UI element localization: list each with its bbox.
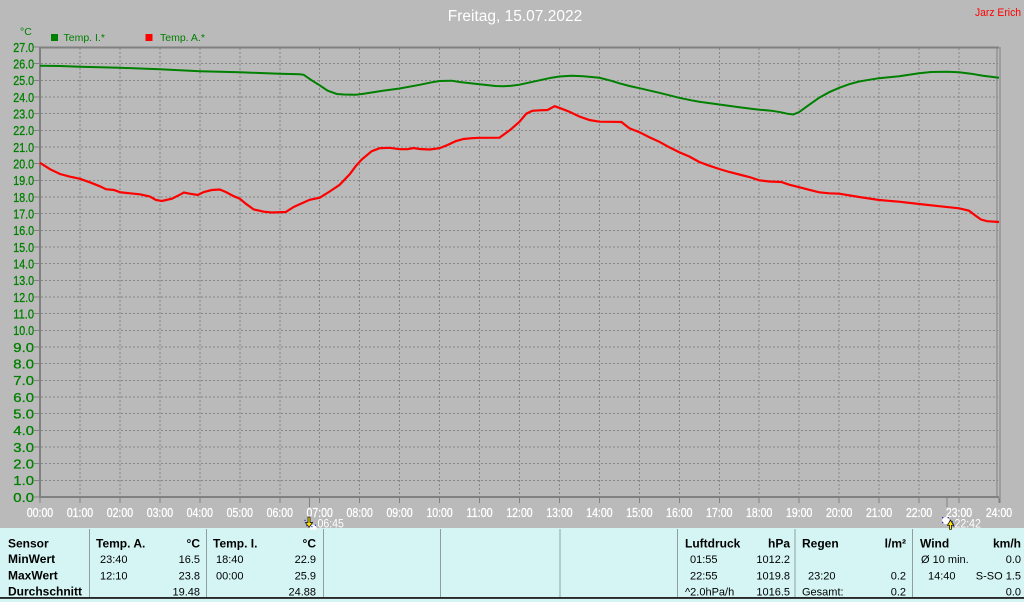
svg-text:°C: °C — [303, 537, 317, 551]
svg-text:13.0: 13.0 — [13, 273, 34, 288]
svg-text:14:40: 14:40 — [928, 571, 956, 583]
svg-text:22.0: 22.0 — [13, 123, 34, 138]
svg-text:12:10: 12:10 — [100, 571, 128, 583]
svg-text:Wind: Wind — [920, 537, 949, 551]
svg-text:14.0: 14.0 — [13, 257, 34, 272]
svg-text:00:00: 00:00 — [216, 571, 244, 583]
svg-text:23:40: 23:40 — [100, 554, 128, 566]
svg-text:1012.2: 1012.2 — [756, 554, 790, 566]
svg-text:MaxWert: MaxWert — [8, 569, 58, 583]
svg-text:7.0: 7.0 — [13, 373, 34, 388]
svg-text:26.0: 26.0 — [13, 57, 34, 72]
svg-text:10:00: 10:00 — [426, 505, 452, 520]
svg-text:S-SO 1.5: S-SO 1.5 — [976, 571, 1021, 583]
svg-text:0.2: 0.2 — [891, 587, 906, 599]
svg-text:25.9: 25.9 — [295, 571, 316, 583]
svg-text:0.0: 0.0 — [13, 490, 34, 505]
svg-text:05:00: 05:00 — [227, 505, 253, 520]
svg-text:16.0: 16.0 — [13, 223, 34, 238]
svg-text:4.0: 4.0 — [13, 423, 34, 438]
svg-text:23:00: 23:00 — [946, 505, 972, 520]
svg-text:Temp. I.: Temp. I. — [213, 537, 257, 551]
svg-text:23.8: 23.8 — [179, 571, 200, 583]
svg-text:22:42: 22:42 — [955, 517, 982, 531]
svg-text:19.48: 19.48 — [172, 587, 200, 599]
svg-text:18:00: 18:00 — [746, 505, 772, 520]
svg-text:21.0: 21.0 — [13, 140, 34, 155]
svg-text:25.0: 25.0 — [13, 73, 34, 88]
svg-text:22:55: 22:55 — [690, 571, 718, 583]
svg-text:10.0: 10.0 — [13, 323, 34, 338]
svg-text:8.0: 8.0 — [13, 357, 34, 372]
svg-text:Temp. A.*: Temp. A.* — [160, 32, 205, 44]
svg-text:01:00: 01:00 — [67, 505, 93, 520]
svg-text:°C: °C — [187, 537, 201, 551]
svg-text:22.9: 22.9 — [295, 554, 316, 566]
svg-text:00:00: 00:00 — [27, 505, 53, 520]
svg-text:06:00: 06:00 — [267, 505, 293, 520]
svg-text:24.0: 24.0 — [13, 90, 34, 105]
svg-text:08:00: 08:00 — [347, 505, 373, 520]
svg-text:Sensor: Sensor — [8, 537, 49, 551]
svg-text:1016.5: 1016.5 — [756, 587, 790, 599]
svg-text:0.0: 0.0 — [1006, 587, 1021, 599]
svg-text:19:00: 19:00 — [786, 505, 812, 520]
svg-text:1.0: 1.0 — [13, 473, 34, 488]
svg-text:24:00: 24:00 — [986, 505, 1012, 520]
svg-text:5.0: 5.0 — [13, 407, 34, 422]
svg-text:18:40: 18:40 — [216, 554, 244, 566]
svg-text:16:00: 16:00 — [666, 505, 692, 520]
svg-text:6.0: 6.0 — [13, 390, 34, 405]
svg-text:Temp. I.*: Temp. I.* — [64, 32, 105, 44]
svg-text:hPa: hPa — [768, 537, 790, 551]
svg-text:9.0: 9.0 — [13, 340, 34, 355]
svg-text:15:00: 15:00 — [626, 505, 652, 520]
svg-text:12.0: 12.0 — [13, 290, 34, 305]
svg-text:0.2: 0.2 — [891, 571, 906, 583]
svg-text:15.0: 15.0 — [13, 240, 34, 255]
svg-text:01:55: 01:55 — [690, 554, 718, 566]
svg-text:17:00: 17:00 — [706, 505, 732, 520]
svg-text:22:00: 22:00 — [906, 505, 932, 520]
svg-text:27.0: 27.0 — [13, 40, 34, 55]
svg-text:03:00: 03:00 — [147, 505, 173, 520]
svg-text:17.0: 17.0 — [13, 207, 34, 222]
svg-text:02:00: 02:00 — [107, 505, 133, 520]
svg-text:Ø 10 min.: Ø 10 min. — [921, 554, 969, 566]
svg-text:Luftdruck: Luftdruck — [685, 537, 741, 551]
svg-text:14:00: 14:00 — [586, 505, 612, 520]
svg-text:09:00: 09:00 — [386, 505, 412, 520]
svg-text:23:20: 23:20 — [808, 571, 836, 583]
svg-text:07:00: 07:00 — [307, 505, 333, 520]
svg-text:l/m²: l/m² — [885, 537, 906, 551]
svg-text:23.0: 23.0 — [13, 107, 34, 122]
svg-text:13:00: 13:00 — [546, 505, 572, 520]
svg-text:Freitag, 15.07.2022: Freitag, 15.07.2022 — [448, 8, 582, 25]
svg-text:11.0: 11.0 — [13, 307, 34, 322]
svg-text:04:00: 04:00 — [187, 505, 213, 520]
svg-text:MinWert: MinWert — [8, 552, 55, 566]
svg-text:19.0: 19.0 — [13, 173, 34, 188]
svg-text:16.5: 16.5 — [179, 554, 200, 566]
svg-text:°C: °C — [20, 26, 32, 38]
svg-text:20.0: 20.0 — [13, 157, 34, 172]
svg-text:20:00: 20:00 — [826, 505, 852, 520]
svg-text:1019.8: 1019.8 — [756, 571, 790, 583]
svg-text:km/h: km/h — [993, 537, 1021, 551]
svg-text:18.0: 18.0 — [13, 190, 34, 205]
svg-text:Temp. A.: Temp. A. — [96, 537, 145, 551]
svg-text:Jarz Erich: Jarz Erich — [975, 7, 1021, 19]
svg-text:Gesamt:: Gesamt: — [802, 587, 844, 599]
svg-text:Durchschnitt: Durchschnitt — [8, 585, 82, 599]
svg-text:21:00: 21:00 — [866, 505, 892, 520]
svg-text:12:00: 12:00 — [506, 505, 532, 520]
svg-text:0.0: 0.0 — [1006, 554, 1021, 566]
svg-text:Regen: Regen — [802, 537, 839, 551]
svg-text:06:45: 06:45 — [318, 517, 345, 531]
svg-text:24.88: 24.88 — [288, 587, 316, 599]
svg-text:2.0: 2.0 — [13, 457, 34, 472]
svg-text:3.0: 3.0 — [13, 440, 34, 455]
svg-text:^2.0hPa/h: ^2.0hPa/h — [685, 587, 734, 599]
svg-text:11:00: 11:00 — [466, 505, 492, 520]
